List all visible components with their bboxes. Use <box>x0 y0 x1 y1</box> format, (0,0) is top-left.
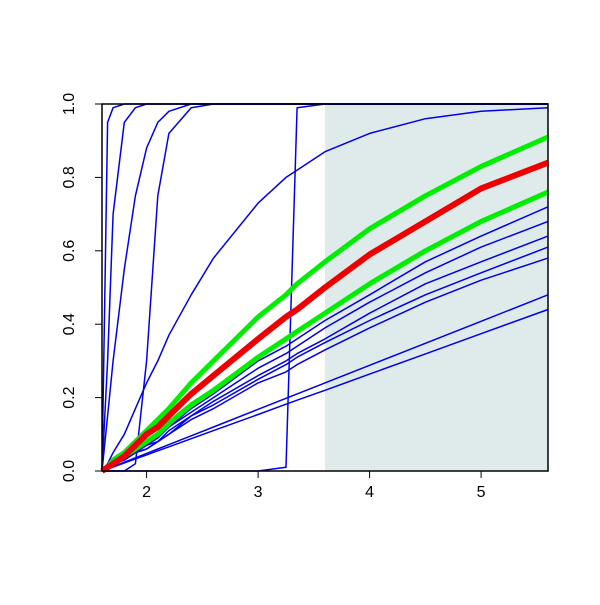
series-line <box>100 159 550 474</box>
shaded-region <box>325 104 548 471</box>
y-tick-label: 0.6 <box>61 240 78 262</box>
x-tick-label: 3 <box>254 484 263 501</box>
series-line <box>101 106 549 472</box>
series-line <box>101 308 549 472</box>
y-tick-label: 0.0 <box>61 460 78 482</box>
y-tick-label: 1.0 <box>61 93 78 115</box>
y-tick-label: 0.4 <box>61 313 78 335</box>
plot-frame <box>101 103 549 472</box>
series-line <box>100 134 550 474</box>
x-tick-label: 5 <box>477 484 486 501</box>
x-tick-label: 4 <box>365 484 374 501</box>
x-tick-label: 2 <box>142 484 151 501</box>
y-tick-label: 0.8 <box>61 166 78 188</box>
y-tick-label: 0.2 <box>61 386 78 408</box>
